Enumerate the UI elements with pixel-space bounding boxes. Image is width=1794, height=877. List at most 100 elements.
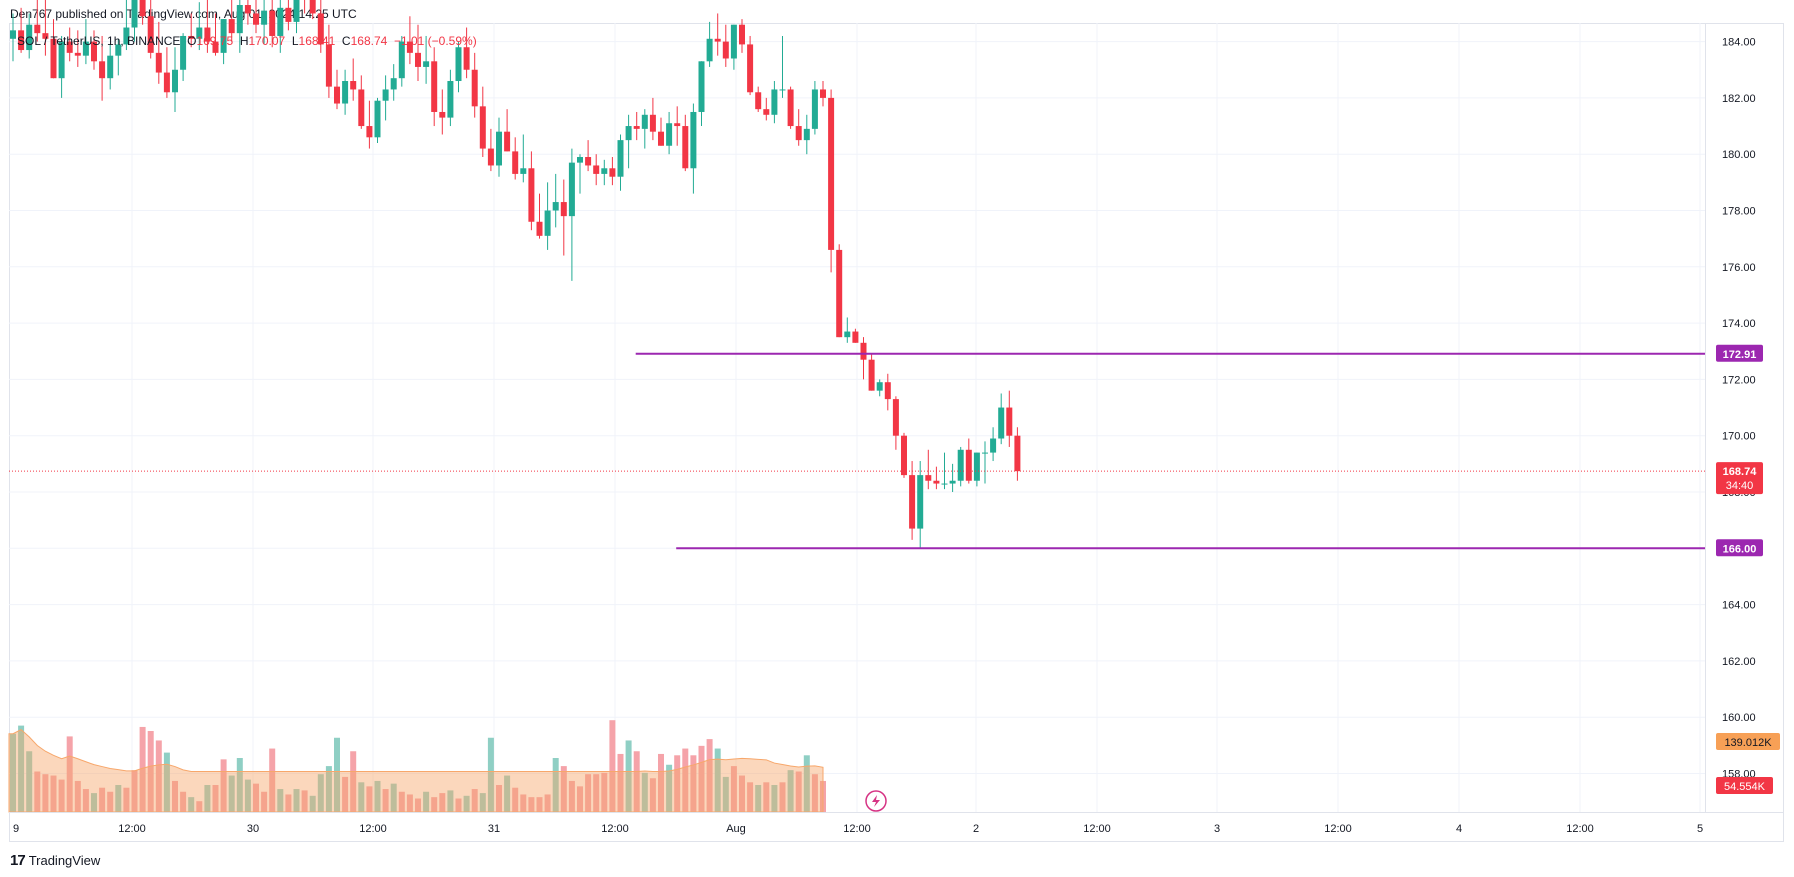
candle [26,13,33,59]
time-tick-label: 30 [247,823,259,835]
volume-bar [131,770,138,812]
price-tick-label: 182.00 [1722,93,1756,105]
volume-bar [698,745,705,812]
volume-bar [406,794,413,812]
candle [172,47,178,112]
candle [269,0,276,48]
volume-bar [641,772,648,812]
candle [601,159,608,186]
time-axis[interactable]: 9 12:00 30 12:00 31 12:00 Aug 12:00 2 12:00 3 12:00… [13,823,1703,835]
candle-body [269,10,276,36]
candle-body [342,81,349,104]
candle [909,461,916,540]
volume-bar [439,793,446,812]
candles [10,0,1021,549]
volume-bar [536,797,543,812]
price-tick-label: 164.00 [1722,600,1756,612]
candle [487,128,494,172]
volume-bar [795,771,802,812]
grid [9,23,1705,812]
candle [42,0,49,56]
candle-body [423,61,430,67]
candle-body [909,475,916,529]
candle [763,97,770,121]
candle [941,452,948,490]
candle [463,27,470,79]
candle [901,432,907,478]
candle-body [155,52,162,73]
volume-bar [528,797,535,812]
candle-body [172,69,178,93]
candle-body [965,449,972,481]
price-tick-label: 178.00 [1722,206,1756,218]
candle-body [204,27,211,42]
candle-body [957,449,964,481]
volume-bar [58,779,65,812]
time-tick-label: 31 [488,823,500,835]
candle-body [236,5,243,34]
candle [504,109,511,152]
candle [374,97,381,143]
volume-bar [577,786,583,812]
volume-bar [649,778,656,812]
candle-body [431,61,438,112]
candle-body [617,140,624,177]
candle [755,86,762,112]
volume-bar [358,782,365,812]
candle [82,19,89,65]
volume-bar [479,793,486,812]
volume-bar [163,752,170,812]
price-tick-label: 160.00 [1722,712,1756,724]
volume-bar [139,726,146,812]
candle-body [860,342,867,360]
candle [317,0,324,53]
volume-bar [520,794,527,812]
candle [163,47,170,98]
candle [212,13,219,56]
current-volume-tag [1716,777,1773,794]
change-value: −1.01 (−0.59%) [393,34,477,48]
candle [706,21,713,67]
price-tags: 172.91 166.00 168.74 34:40 139.012K 54.554K [1716,344,1780,794]
candle [674,106,681,146]
footer[interactable]: 17 TradingView [10,852,100,869]
volume-bar [763,782,770,812]
brand-name: TradingView [28,853,101,868]
volume-bar [609,720,616,812]
candle-body [844,331,851,338]
price-axis[interactable]: 158.00160.00162.00164.00166.00168.00170.… [1722,37,1756,781]
candle-body [415,52,421,67]
volume-bar [82,789,89,812]
candle-body [123,27,130,45]
lightning-icon[interactable] [865,790,887,812]
candle-body [568,162,575,217]
candle [544,182,551,250]
volume-bar [317,774,324,812]
candle [828,89,835,273]
candle [658,117,664,146]
volume-bar [277,789,284,812]
volume-bar [325,766,332,812]
candle [528,151,535,231]
candle-body [26,24,33,51]
volume-bar [26,751,33,812]
candle-body [188,35,195,39]
price-tick-label: 176.00 [1722,262,1756,274]
candle-body [730,24,737,59]
candle-body [293,0,300,22]
volume-bar [682,748,689,812]
volume-bar [463,795,470,812]
candle [876,379,883,397]
volume-bar [593,774,600,812]
candle [1006,390,1013,447]
candle [820,81,826,107]
candle [771,81,778,124]
candle-body [666,123,673,146]
candle-body [998,407,1005,439]
symbol-label: SOL / TetherUS, 1h, BINANCE [17,34,181,48]
volume-bar [10,733,16,812]
volume-bar [99,787,106,812]
volume-bar [398,791,405,812]
time-tick-label: 12:00 [843,823,871,835]
